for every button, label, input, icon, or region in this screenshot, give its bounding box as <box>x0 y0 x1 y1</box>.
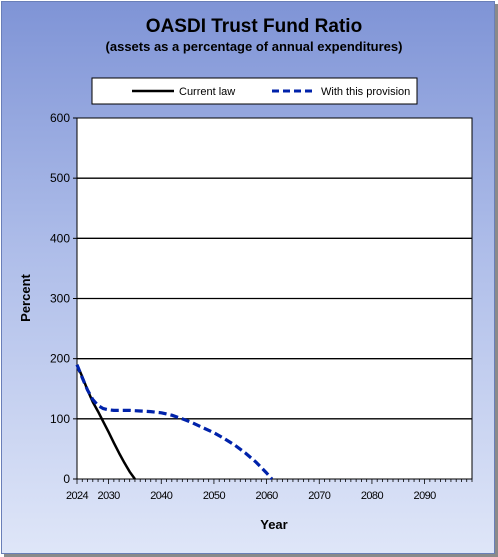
chart-title: OASDI Trust Fund Ratio <box>146 16 362 37</box>
legend: Current law With this provision <box>91 77 418 105</box>
x-axis-label: Year <box>260 517 287 532</box>
x-tick-label-2080: 2080 <box>361 490 384 502</box>
series-lines <box>75 364 274 481</box>
legend-label-current-law: Current law <box>179 86 235 98</box>
y-tick-label-400: 400 <box>50 231 70 245</box>
x-tick-label-2070: 2070 <box>308 490 331 502</box>
grid-lines <box>77 177 472 420</box>
x-tick-label-2060: 2060 <box>256 490 279 502</box>
y-tick-label-300: 300 <box>50 292 70 306</box>
x-tick-label-2030: 2030 <box>98 490 121 502</box>
y-axis-label: Percent <box>18 273 33 321</box>
y-tick-label-0: 0 <box>63 472 70 486</box>
x-tick-label-2024: 2024 <box>66 490 89 502</box>
x-tick-label-2050: 2050 <box>203 490 226 502</box>
y-tick-label-600: 600 <box>50 111 70 125</box>
series-line-with-provision <box>75 364 274 481</box>
y-axis-ticks: 0 100 200 300 400 500 600 <box>50 111 77 486</box>
y-tick-label-200: 200 <box>50 352 70 366</box>
x-tick-label-2090: 2090 <box>414 490 437 502</box>
x-axis-ticks: 2024 2030 2040 2050 2060 2070 2080 2090 <box>66 479 473 502</box>
y-tick-label-500: 500 <box>50 171 70 185</box>
x-tick-label-2040: 2040 <box>150 490 173 502</box>
legend-label-with-provision: With this provision <box>321 86 410 98</box>
chart-subtitle: (assets as a percentage of annual expend… <box>106 39 403 54</box>
y-tick-label-100: 100 <box>50 412 70 426</box>
